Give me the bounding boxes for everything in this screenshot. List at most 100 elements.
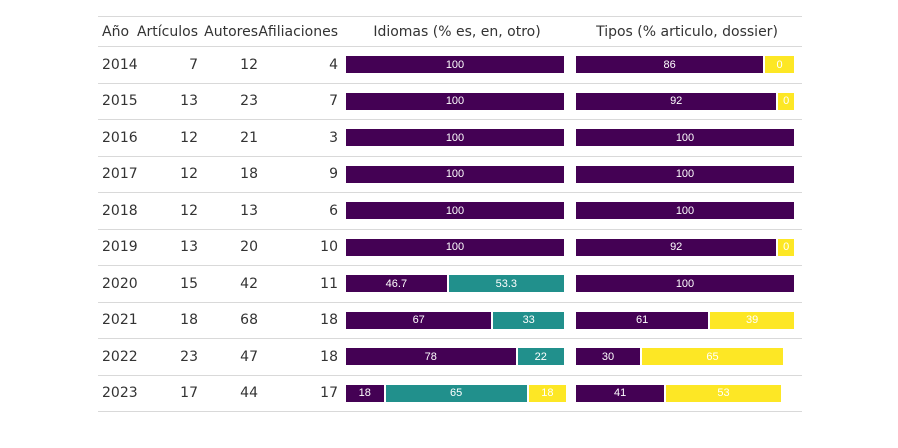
- cell-year: 2014: [102, 56, 138, 73]
- cell-articles: 18: [180, 312, 198, 329]
- cell-articles: 12: [180, 166, 198, 183]
- cell-authors: 47: [240, 348, 258, 365]
- types-segment-articulo: 41: [576, 384, 667, 402]
- header-affiliations: Afiliaciones: [258, 23, 338, 40]
- types-bar: 1000: [576, 275, 796, 292]
- languages-segment-es: 100: [346, 129, 566, 146]
- languages-segment-es: 100: [346, 165, 566, 183]
- cell-year: 2016: [102, 129, 138, 146]
- table-row: 2018 12 13 6 10000 1000: [98, 193, 802, 230]
- types-segment-dossier: 65: [642, 348, 785, 365]
- types-segment-dossier: 0: [765, 56, 796, 73]
- languages-segment-en: 33: [493, 311, 566, 329]
- types-segment-articulo: 92: [576, 238, 779, 256]
- cell-affiliations: 10: [320, 239, 338, 256]
- types-bar: 1000: [576, 202, 796, 219]
- cell-affiliations: 9: [329, 166, 338, 183]
- cell-articles: 13: [180, 93, 198, 110]
- cell-affiliations: 18: [320, 348, 338, 365]
- types-bar: 41 53: [576, 384, 796, 402]
- types-segment-dossier: 53: [666, 384, 783, 402]
- types-segment-dossier: 0: [778, 238, 796, 256]
- languages-segment-es: 100: [346, 238, 566, 256]
- languages-bar: 10000: [346, 129, 566, 146]
- languages-segment-es: 100: [346, 92, 566, 110]
- languages-bar: 18 65 18: [346, 384, 566, 402]
- cell-year: 2018: [102, 202, 138, 219]
- types-bar: 1000: [576, 129, 796, 146]
- types-segment-articulo: 86: [576, 56, 766, 73]
- cell-affiliations: 4: [329, 56, 338, 73]
- languages-segment-en: 65: [385, 384, 529, 402]
- cell-articles: 7: [189, 56, 198, 73]
- types-bar: 61 39: [576, 311, 796, 329]
- types-segment-dossier: 0: [778, 92, 796, 110]
- table-row: 2015 13 23 7 10000 920: [98, 84, 802, 120]
- cell-articles: 17: [180, 385, 198, 402]
- types-segment-articulo: 30: [576, 348, 642, 365]
- cell-articles: 23: [180, 348, 198, 365]
- languages-bar: 46.753.30: [346, 275, 566, 292]
- summary-table: Año Artículos Autores Afiliaciones Idiom…: [98, 16, 802, 412]
- types-bar: 86 0: [576, 56, 796, 73]
- cell-authors: 68: [240, 312, 258, 329]
- table-row: 2019 13 20 10 10000 920: [98, 230, 802, 266]
- languages-bar: 10000: [346, 165, 566, 183]
- types-segment-articulo: 61: [576, 311, 711, 329]
- languages-segment-es: 100: [346, 202, 566, 219]
- cell-articles: 12: [180, 129, 198, 146]
- languages-segment-en: 53.3: [448, 275, 566, 292]
- languages-segment-en: 22: [517, 348, 566, 365]
- types-segment-articulo: 92: [576, 92, 779, 110]
- cell-affiliations: 18: [320, 312, 338, 329]
- types-segment-dossier: 39: [710, 311, 796, 329]
- cell-year: 2019: [102, 239, 138, 256]
- types-segment-articulo: 100: [576, 275, 796, 292]
- cell-year: 2015: [102, 93, 138, 110]
- types-bar: 30 65: [576, 348, 796, 365]
- languages-segment-es: 46.7: [346, 275, 449, 292]
- cell-articles: 15: [180, 275, 198, 292]
- cell-year: 2023: [102, 385, 138, 402]
- types-segment-articulo: 100: [576, 202, 796, 219]
- cell-authors: 20: [240, 239, 258, 256]
- languages-bar: 67330: [346, 311, 566, 329]
- types-bar: 92 0: [576, 238, 796, 256]
- table-row: 2017 12 18 9 10000 1000: [98, 157, 802, 193]
- table-row: 2023 17 44 17 18 65 18 41 53: [98, 376, 802, 412]
- cell-year: 2021: [102, 312, 138, 329]
- cell-articles: 13: [180, 239, 198, 256]
- cell-authors: 13: [240, 202, 258, 219]
- cell-authors: 21: [240, 129, 258, 146]
- languages-segment-otro: 18: [528, 384, 566, 402]
- cell-authors: 44: [240, 385, 258, 402]
- languages-bar: 10000: [346, 202, 566, 219]
- header-languages: Idiomas (% es, en, otro): [373, 23, 541, 40]
- table-body: 2014712410000860201513237100009202016122…: [98, 47, 802, 412]
- header-types: Tipos (% articulo, dossier): [596, 23, 778, 40]
- header-year: Año: [102, 23, 130, 40]
- languages-segment-es: 100: [346, 56, 566, 73]
- languages-bar: 10000: [346, 238, 566, 256]
- cell-authors: 23: [240, 93, 258, 110]
- cell-affiliations: 7: [329, 93, 338, 110]
- cell-affiliations: 6: [329, 202, 338, 219]
- table-row: 2014 7 12 4 10000 860: [98, 47, 802, 84]
- languages-bar: 10000: [346, 92, 566, 110]
- table-row: 2016 12 21 3 10000 1000: [98, 120, 802, 157]
- cell-authors: 42: [240, 275, 258, 292]
- types-segment-articulo: 100: [576, 165, 796, 183]
- cell-year: 2017: [102, 166, 138, 183]
- cell-year: 2020: [102, 275, 138, 292]
- types-bar: 1000: [576, 165, 796, 183]
- languages-segment-es: 18: [346, 384, 386, 402]
- table-row: 2020 15 42 11 46.753.30 1000: [98, 266, 802, 303]
- types-bar: 92 0: [576, 92, 796, 110]
- header-authors: Autores: [204, 23, 258, 40]
- languages-segment-es: 67: [346, 311, 494, 329]
- languages-segment-es: 78: [346, 348, 518, 365]
- cell-articles: 12: [180, 202, 198, 219]
- cell-authors: 18: [240, 166, 258, 183]
